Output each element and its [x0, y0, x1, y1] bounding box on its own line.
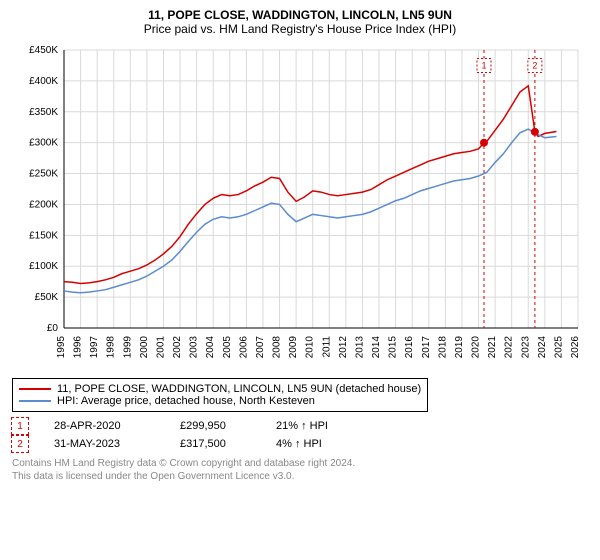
svg-text:£300K: £300K: [29, 138, 58, 149]
svg-text:2017: 2017: [421, 336, 432, 359]
svg-text:£200K: £200K: [29, 199, 58, 210]
svg-text:2015: 2015: [388, 336, 399, 359]
svg-text:1998: 1998: [106, 336, 117, 359]
svg-text:2003: 2003: [189, 336, 200, 359]
sale-price: £299,950: [180, 420, 250, 432]
chart-subtitle: Price paid vs. HM Land Registry's House …: [12, 22, 588, 36]
svg-text:1995: 1995: [56, 336, 67, 359]
svg-text:£250K: £250K: [29, 169, 58, 180]
svg-text:2012: 2012: [338, 336, 349, 359]
chart-title: 11, POPE CLOSE, WADDINGTON, LINCOLN, LN5…: [12, 8, 588, 22]
svg-text:2011: 2011: [321, 336, 332, 358]
legend: 11, POPE CLOSE, WADDINGTON, LINCOLN, LN5…: [12, 378, 428, 412]
svg-text:2024: 2024: [537, 336, 548, 359]
legend-row: HPI: Average price, detached house, Nort…: [19, 395, 421, 407]
svg-text:2000: 2000: [139, 336, 150, 359]
svg-text:2022: 2022: [504, 336, 515, 359]
svg-text:2025: 2025: [553, 336, 564, 359]
svg-text:£450K: £450K: [29, 45, 58, 56]
footer: Contains HM Land Registry data © Crown c…: [12, 458, 588, 483]
sale-marker-badge: 1: [12, 418, 28, 434]
sales-table: 1 28-APR-2020 £299,950 21% ↑ HPI 2 31-MA…: [12, 418, 588, 452]
legend-swatch: [19, 388, 51, 390]
sale-date: 31-MAY-2023: [54, 438, 154, 450]
svg-text:2014: 2014: [371, 336, 382, 359]
svg-text:2001: 2001: [155, 336, 166, 359]
svg-text:£150K: £150K: [29, 230, 58, 241]
svg-text:£400K: £400K: [29, 76, 58, 87]
sale-delta: 21% ↑ HPI: [276, 420, 366, 432]
chart-area: £0 £50K £100K £150K £200K £250K £300K £350K £400…: [12, 42, 588, 372]
svg-text:£0: £0: [47, 323, 59, 334]
svg-text:2004: 2004: [205, 336, 216, 359]
svg-text:2002: 2002: [172, 336, 183, 359]
svg-text:2021: 2021: [487, 336, 498, 359]
svg-text:2008: 2008: [272, 336, 283, 359]
sales-row: 2 31-MAY-2023 £317,500 4% ↑ HPI: [12, 436, 588, 452]
svg-text:2006: 2006: [238, 336, 249, 359]
svg-text:£100K: £100K: [29, 261, 58, 272]
legend-row: 11, POPE CLOSE, WADDINGTON, LINCOLN, LN5…: [19, 383, 421, 395]
legend-label: 11, POPE CLOSE, WADDINGTON, LINCOLN, LN5…: [57, 383, 421, 395]
svg-text:2009: 2009: [288, 336, 299, 359]
line-chart: £0 £50K £100K £150K £200K £250K £300K £350K £400…: [12, 42, 588, 372]
svg-text:1: 1: [481, 60, 486, 70]
svg-text:2010: 2010: [305, 336, 316, 359]
svg-text:2013: 2013: [354, 336, 365, 359]
sale-date: 28-APR-2020: [54, 420, 154, 432]
sales-row: 1 28-APR-2020 £299,950 21% ↑ HPI: [12, 418, 588, 434]
svg-text:£350K: £350K: [29, 107, 58, 118]
svg-text:2019: 2019: [454, 336, 465, 359]
svg-text:2026: 2026: [570, 336, 581, 359]
footer-line: This data is licensed under the Open Gov…: [12, 471, 588, 484]
svg-text:2023: 2023: [520, 336, 531, 359]
svg-text:1997: 1997: [89, 336, 100, 359]
sale-delta: 4% ↑ HPI: [276, 438, 366, 450]
svg-text:2: 2: [532, 60, 537, 70]
legend-swatch: [19, 400, 51, 402]
svg-text:2016: 2016: [404, 336, 415, 359]
svg-text:2007: 2007: [255, 336, 266, 359]
svg-text:1999: 1999: [122, 336, 133, 359]
svg-text:2020: 2020: [471, 336, 482, 359]
svg-text:2005: 2005: [222, 336, 233, 359]
legend-label: HPI: Average price, detached house, Nort…: [57, 395, 315, 407]
svg-text:1996: 1996: [73, 336, 84, 359]
sale-price: £317,500: [180, 438, 250, 450]
sale-marker-badge: 2: [12, 436, 28, 452]
svg-text:£50K: £50K: [35, 292, 59, 303]
footer-line: Contains HM Land Registry data © Crown c…: [12, 458, 588, 471]
svg-text:2018: 2018: [437, 336, 448, 359]
